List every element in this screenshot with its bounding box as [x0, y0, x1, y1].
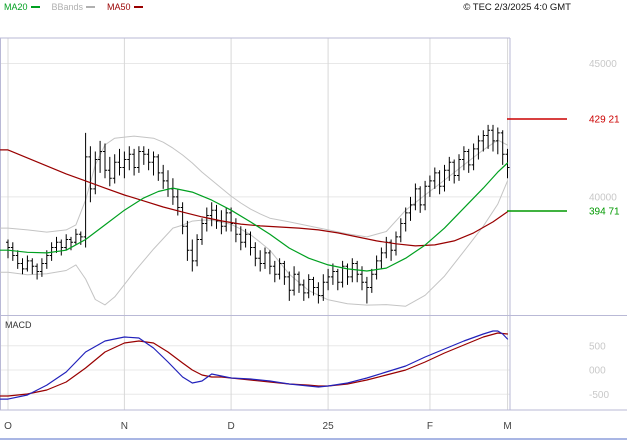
- macd-axis-label: 500: [589, 341, 606, 352]
- macd-panel-label: MACD: [5, 320, 32, 330]
- month-label: D: [227, 421, 234, 432]
- legend-label: MA20: [4, 2, 28, 12]
- macd-line: [0, 330, 509, 400]
- legend-label: MA50: [107, 2, 131, 12]
- month-label: O: [4, 421, 12, 432]
- legend-color-dash-icon: [30, 6, 40, 8]
- bollinger-upper-band: [0, 135, 508, 238]
- ohlc-bars: [6, 124, 510, 304]
- level-label: 394 71: [589, 206, 620, 217]
- month-label: F: [427, 421, 433, 432]
- macd-signal-line: [0, 332, 509, 397]
- legend-color-dash-icon: [86, 6, 96, 8]
- legend-item-bbands: BBands: [52, 1, 96, 13]
- macd-axis-label: -500: [589, 390, 609, 401]
- legend-item-ma50: MA50: [107, 1, 143, 13]
- legend-item-ma20: MA20: [4, 1, 40, 13]
- month-label: 25: [323, 421, 335, 432]
- macd-axis-label: 000: [589, 366, 606, 377]
- price-axis-label: 40000: [589, 192, 617, 203]
- legend-label: BBands: [51, 2, 84, 12]
- legend-color-dash-icon: [133, 6, 143, 8]
- legend: MA20 BBands MA50: [4, 1, 143, 13]
- level-label: 429 21: [589, 114, 620, 125]
- month-label: M: [503, 421, 511, 432]
- month-label: N: [121, 421, 128, 432]
- copyright-text: © TEC 2/3/2025 4:0 GMT: [463, 2, 571, 13]
- ma20-line: [0, 162, 509, 272]
- price-axis-label: 45000: [589, 59, 617, 70]
